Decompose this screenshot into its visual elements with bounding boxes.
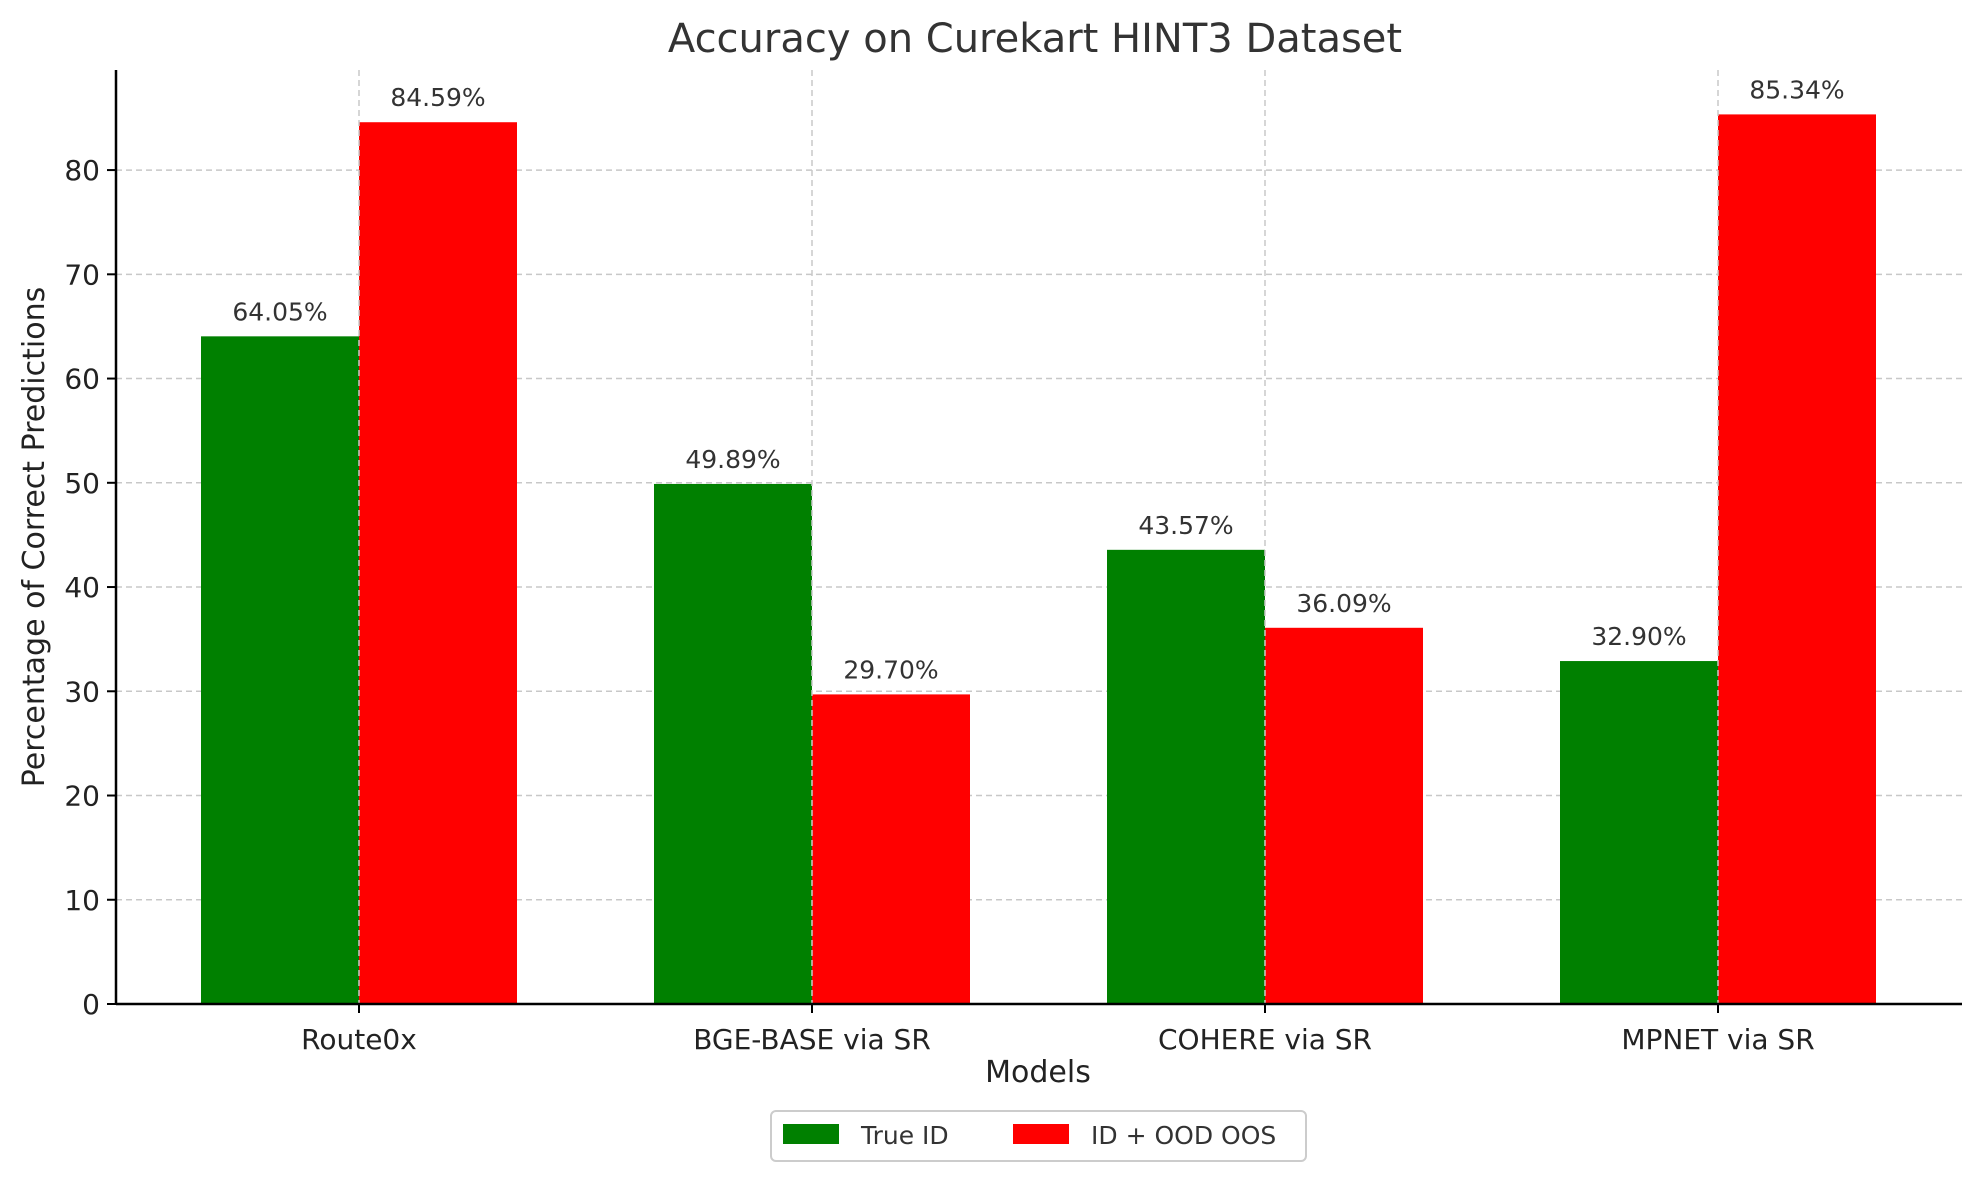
y-tick-label: 10 bbox=[64, 884, 100, 917]
bar-value-label: 85.34% bbox=[1749, 75, 1844, 104]
bar-value-labels: 64.05% 84.59% 49.89% 29.70% 43.57% 36.09% 32.9… bbox=[232, 75, 1844, 684]
x-tick-label: COHERE via SR bbox=[1158, 1023, 1372, 1056]
bars bbox=[201, 114, 1876, 1005]
y-tick-label: 0 bbox=[82, 988, 100, 1021]
axes bbox=[107, 70, 1962, 1013]
bar-true-id bbox=[1107, 549, 1265, 1004]
legend-label: True ID bbox=[860, 1121, 949, 1150]
legend-swatch bbox=[783, 1124, 839, 1144]
legend-label: ID + OOD OOS bbox=[1091, 1121, 1276, 1150]
chart-title: Accuracy on Curekart HINT3 Dataset bbox=[668, 16, 1402, 62]
legend: True ID ID + OOD OOS bbox=[770, 1110, 1307, 1162]
y-tick-label: 80 bbox=[64, 154, 100, 187]
y-tick-label: 30 bbox=[64, 675, 100, 708]
tick-labels: 0 10 20 30 40 50 60 70 80 Route0x BGE-BASE via SR C… bbox=[64, 154, 1814, 1056]
grid-lines bbox=[116, 169, 1962, 901]
y-axis-label: Percentage of Correct Predictions bbox=[17, 287, 52, 787]
x-tick-label: Route0x bbox=[301, 1023, 417, 1056]
bar-id-ood-oos bbox=[359, 122, 517, 1004]
vertical-grid-lines bbox=[358, 70, 1719, 1004]
y-tick-label: 20 bbox=[64, 780, 100, 813]
x-axis-label: Models bbox=[985, 1055, 1091, 1090]
bar-id-ood-oos bbox=[1265, 627, 1423, 1004]
y-tick-label: 60 bbox=[64, 363, 100, 396]
bar-true-id bbox=[201, 336, 359, 1004]
bar-value-label: 32.90% bbox=[1591, 622, 1686, 651]
y-tick-label: 70 bbox=[64, 258, 100, 291]
bar-value-label: 49.89% bbox=[685, 445, 780, 474]
bar-value-label: 36.09% bbox=[1296, 589, 1391, 618]
bar-true-id bbox=[654, 483, 812, 1004]
bar-value-label: 43.57% bbox=[1138, 511, 1233, 540]
y-tick-label: 50 bbox=[64, 467, 100, 500]
bar-id-ood-oos bbox=[1718, 114, 1876, 1005]
x-tick-label: BGE-BASE via SR bbox=[693, 1023, 931, 1056]
bar-id-ood-oos bbox=[812, 694, 970, 1004]
x-tick-label: MPNET via SR bbox=[1621, 1023, 1814, 1056]
bar-true-id bbox=[1560, 661, 1718, 1004]
legend-swatch bbox=[1013, 1124, 1069, 1144]
bar-value-label: 64.05% bbox=[232, 297, 327, 326]
y-tick-label: 40 bbox=[64, 571, 100, 604]
bar-value-label: 29.70% bbox=[843, 655, 938, 684]
bar-value-label: 84.59% bbox=[390, 83, 485, 112]
